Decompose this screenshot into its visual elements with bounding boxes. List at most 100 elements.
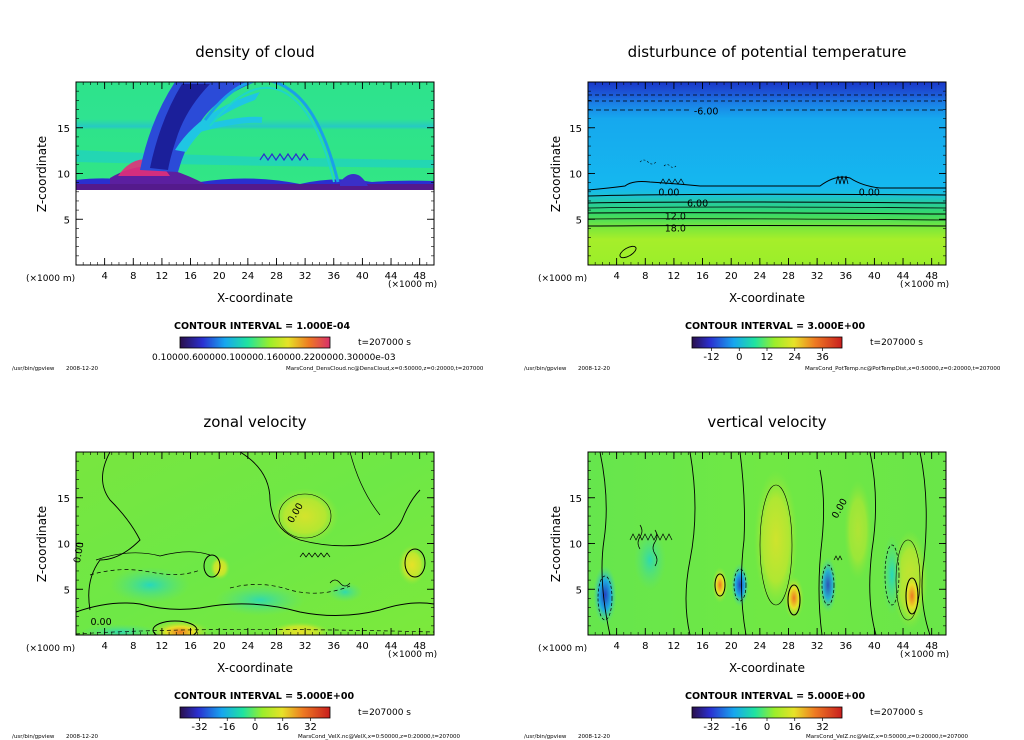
- x-tick-label: 16: [184, 641, 197, 652]
- x-tick-label: 4: [101, 271, 107, 282]
- footer-date: 2008-12-20: [578, 734, 610, 740]
- time-label: t=207000 s: [870, 708, 923, 718]
- source-line: MarsCond_VelZ.nc@VelZ,x=0:50000,z=0:2000…: [806, 734, 969, 740]
- panel-zonal-velocity: zonal velocity: [12, 413, 461, 740]
- source-line: MarsCond_DensCloud.nc@DensCloud,x=0:5000…: [286, 366, 484, 372]
- x-tick-label: 32: [299, 641, 312, 652]
- contour-interval: CONTOUR INTERVAL = 3.000E+00: [685, 321, 865, 332]
- x-tick-label: 48: [925, 271, 938, 282]
- footer-path: /usr/bin/gpview: [12, 366, 55, 372]
- x-tick-label: 8: [642, 641, 648, 652]
- chart-title: density of cloud: [195, 43, 315, 61]
- x-tick-label: 48: [413, 641, 426, 652]
- source-line: MarsCond_PotTemp.nc@PotTempDist,x=0:5000…: [805, 366, 1001, 372]
- x-tick-label: 16: [696, 271, 709, 282]
- contour-label: 12.0: [665, 212, 686, 223]
- x-tick-label: 8: [130, 271, 136, 282]
- x-tick-label: 44: [897, 271, 910, 282]
- x-axis-label: X-coordinate: [217, 661, 293, 675]
- x-tick-label: 16: [696, 641, 709, 652]
- contour-interval: CONTOUR INTERVAL = 5.000E+00: [174, 691, 354, 702]
- contour-interval: CONTOUR INTERVAL = 5.000E+00: [685, 691, 865, 702]
- x-tick-label: 32: [299, 271, 312, 282]
- x-tick-label: 28: [270, 271, 283, 282]
- footer-date: 2008-12-20: [66, 734, 98, 740]
- y-tick-label: 15: [57, 124, 70, 135]
- x-axis-label: X-coordinate: [729, 291, 805, 305]
- colorbar-tick-label: 32: [304, 722, 317, 733]
- y-axis-label: Z-coordinate: [35, 506, 49, 582]
- time-label: t=207000 s: [358, 708, 411, 718]
- plot-area-fill: [76, 82, 434, 265]
- x-tick-label: 12: [668, 271, 681, 282]
- y-tick-label: 5: [64, 215, 70, 226]
- x-tick-label: 16: [184, 271, 197, 282]
- contour-label: 18.0: [665, 223, 686, 234]
- x-tick-label: 40: [356, 641, 369, 652]
- contour-label: 0.00: [90, 617, 111, 628]
- y-tick-label: 15: [57, 494, 70, 505]
- footer-path: /usr/bin/gpview: [12, 734, 55, 740]
- x-tick-label: 4: [613, 271, 619, 282]
- contour-label: 6.00: [687, 199, 708, 210]
- x-tick-label: 36: [327, 641, 340, 652]
- colorbar-tick-label: 12: [761, 352, 774, 363]
- x-tick-label: 44: [897, 641, 910, 652]
- x-tick-label: 12: [668, 641, 681, 652]
- x-unit-right: (×1000 m): [900, 650, 949, 660]
- x-tick-label: 28: [782, 641, 795, 652]
- x-tick-label: 44: [385, 641, 398, 652]
- plot-area-fill: [588, 452, 946, 635]
- colorbar-tick-label: 16: [276, 722, 289, 733]
- x-unit-right: (×1000 m): [388, 280, 437, 290]
- panel-vertical-velocity: vertical velocity: [524, 413, 969, 740]
- colorbar-tick-label: -32: [191, 722, 207, 733]
- y-tick-label: 10: [57, 540, 70, 551]
- colorbar-tick-label: -16: [731, 722, 747, 733]
- x-tick-label: 24: [753, 271, 766, 282]
- colorbar: [691, 336, 843, 349]
- x-unit-left: (×1000 m): [26, 274, 75, 284]
- panel-density-of-cloud: density of cloud 4 8 12 16 20 24 28 32 36 40 44 485…: [12, 43, 484, 372]
- colorbar-labels: 0.10000.600000.100000.160000.2200000.300…: [152, 353, 396, 363]
- colorbar-tick-label: 0: [764, 722, 770, 733]
- footer-path: /usr/bin/gpview: [524, 734, 567, 740]
- colorbar-ticks: -32 -16 0 16 32: [191, 718, 317, 733]
- plot-area-fill: [76, 452, 434, 635]
- footer-date: 2008-12-20: [66, 366, 98, 372]
- time-label: t=207000 s: [870, 338, 923, 348]
- x-tick-label: 4: [613, 641, 619, 652]
- y-axis-label: Z-coordinate: [549, 506, 563, 582]
- source-line: MarsCond_VelX.nc@VelX,x=0:50000,z=0:2000…: [298, 734, 461, 740]
- colorbar-ticks: -12 0 12 24 36: [703, 348, 829, 363]
- x-tick-label: 36: [327, 271, 340, 282]
- x-tick-label: 20: [725, 641, 738, 652]
- footer-date: 2008-12-20: [578, 366, 610, 372]
- y-axis-label: Z-coordinate: [35, 136, 49, 212]
- colorbar: [179, 706, 331, 719]
- x-unit-right: (×1000 m): [900, 280, 949, 290]
- x-tick-label: 24: [241, 271, 254, 282]
- y-axis-label: Z-coordinate: [549, 136, 563, 212]
- colorbar-tick-label: 0: [252, 722, 258, 733]
- chart-title: disturbunce of potential temperature: [628, 43, 907, 61]
- colorbar-tick-label: -16: [219, 722, 235, 733]
- contour-label: 0.00: [72, 541, 87, 564]
- contour-label: 0.00: [658, 188, 679, 199]
- x-tick-label: 20: [213, 641, 226, 652]
- colorbar-tick-label: -32: [703, 722, 719, 733]
- x-tick-label: 32: [811, 271, 824, 282]
- x-tick-label: 32: [811, 641, 824, 652]
- contour-label: 0.00: [859, 188, 880, 199]
- x-tick-label: 36: [839, 271, 852, 282]
- x-tick-label: 8: [642, 271, 648, 282]
- y-tick-label: 10: [569, 170, 582, 181]
- x-tick-label: 40: [356, 271, 369, 282]
- x-tick-label: 8: [130, 641, 136, 652]
